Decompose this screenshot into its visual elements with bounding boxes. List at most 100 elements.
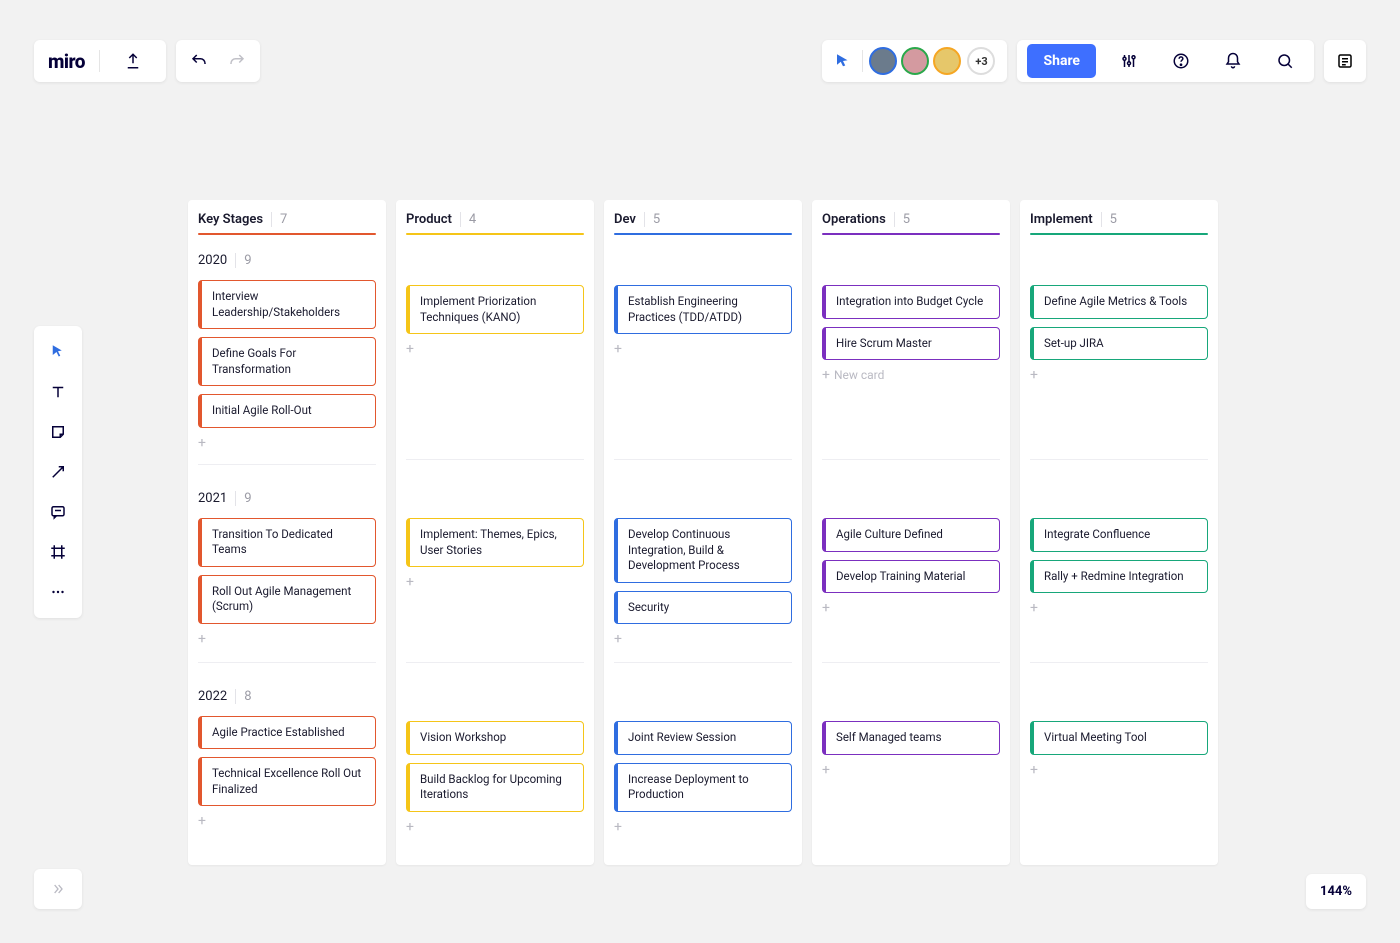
kanban-card[interactable]: Define Goals For Transformation <box>198 337 376 386</box>
kanban-column: Dev5Establish Engineering Practices (TDD… <box>604 200 802 865</box>
lane-year: 2022 <box>198 689 227 704</box>
tool-palette <box>34 326 82 618</box>
add-card-button[interactable]: + <box>614 632 792 646</box>
avatar-overflow[interactable]: +3 <box>967 47 995 75</box>
kanban-card[interactable]: Rally + Redmine Integration <box>1030 560 1208 594</box>
kanban-card[interactable]: Agile Practice Established <box>198 716 376 750</box>
kanban-card[interactable]: Vision Workshop <box>406 721 584 755</box>
kanban-column: Product4Implement Priorization Technique… <box>396 200 594 865</box>
add-card-button[interactable]: + <box>614 820 792 834</box>
add-card-button[interactable]: + <box>1030 368 1208 382</box>
kanban-card[interactable]: Security <box>614 591 792 625</box>
kanban-card[interactable]: Build Backlog for Upcoming Iterations <box>406 763 584 812</box>
comment-tool-icon[interactable] <box>36 492 80 532</box>
column-count: 5 <box>894 212 910 227</box>
lane-spacer <box>822 486 1000 506</box>
add-card-label: New card <box>834 368 884 382</box>
app-logo[interactable]: miro <box>48 50 85 73</box>
plus-icon: + <box>406 342 414 356</box>
lane-divider <box>406 459 584 460</box>
lane-block: Define Agile Metrics & Tools Set-up JIRA + <box>1030 285 1208 445</box>
lane-block: Virtual Meeting Tool + <box>1030 721 1208 851</box>
expand-panel-icon[interactable] <box>34 869 82 909</box>
share-button[interactable]: Share <box>1027 44 1096 78</box>
sticky-note-tool-icon[interactable] <box>36 412 80 452</box>
text-tool-icon[interactable] <box>36 372 80 412</box>
redo-icon[interactable] <box>218 42 256 80</box>
plus-icon: + <box>822 763 830 777</box>
search-icon[interactable] <box>1266 42 1304 80</box>
export-icon[interactable] <box>114 42 152 80</box>
kanban-card[interactable]: Develop Continuous Integration, Build & … <box>614 518 792 583</box>
kanban-card[interactable]: Develop Training Material <box>822 560 1000 594</box>
card-list: Agile Practice Established Technical Exce… <box>198 716 376 807</box>
kanban-card[interactable]: Technical Excellence Roll Out Finalized <box>198 757 376 806</box>
settings-icon[interactable] <box>1110 42 1148 80</box>
kanban-card[interactable]: Define Agile Metrics & Tools <box>1030 285 1208 319</box>
lane-spacer <box>1030 689 1208 709</box>
column-accent <box>198 233 376 235</box>
kanban-card[interactable]: Joint Review Session <box>614 721 792 755</box>
kanban-card[interactable]: Transition To Dedicated Teams <box>198 518 376 567</box>
card-list: Virtual Meeting Tool <box>1030 721 1208 755</box>
lane-spacer <box>614 689 792 709</box>
lane-divider <box>198 662 376 663</box>
add-card-button[interactable]: + <box>406 575 584 589</box>
kanban-card[interactable]: Increase Deployment to Production <box>614 763 792 812</box>
lane-year: 2021 <box>198 491 227 506</box>
add-card-button[interactable]: + <box>1030 601 1208 615</box>
card-list: Integrate Confluence Rally + Redmine Inte… <box>1030 518 1208 593</box>
lane-spacer <box>614 486 792 506</box>
add-card-button[interactable]: + New card <box>822 368 1000 382</box>
column-accent <box>1030 233 1208 235</box>
cursor-icon[interactable] <box>834 52 852 70</box>
column-count: 5 <box>1101 212 1117 227</box>
add-card-button[interactable]: + <box>1030 763 1208 777</box>
select-tool-icon[interactable] <box>36 332 80 372</box>
notes-panel-icon[interactable] <box>1324 40 1366 82</box>
add-card-button[interactable]: + <box>406 342 584 356</box>
avatar[interactable] <box>901 47 929 75</box>
lane-block: Interview Leadership/Stakeholders Define … <box>198 280 376 450</box>
card-list: Integration into Budget Cycle Hire Scrum … <box>822 285 1000 360</box>
add-card-button[interactable]: + <box>406 820 584 834</box>
undo-icon[interactable] <box>180 42 218 80</box>
notifications-icon[interactable] <box>1214 42 1252 80</box>
lane-divider <box>1030 662 1208 663</box>
kanban-card[interactable]: Virtual Meeting Tool <box>1030 721 1208 755</box>
kanban-card[interactable]: Hire Scrum Master <box>822 327 1000 361</box>
plus-icon: + <box>822 368 830 382</box>
kanban-card[interactable]: Initial Agile Roll-Out <box>198 394 376 428</box>
column-accent <box>406 233 584 235</box>
add-card-button[interactable]: + <box>198 436 376 450</box>
kanban-card[interactable]: Establish Engineering Practices (TDD/ATD… <box>614 285 792 334</box>
avatar[interactable] <box>869 47 897 75</box>
card-list: Agile Culture Defined Develop Training Ma… <box>822 518 1000 593</box>
avatar[interactable] <box>933 47 961 75</box>
kanban-card[interactable]: Agile Culture Defined <box>822 518 1000 552</box>
frame-tool-icon[interactable] <box>36 532 80 572</box>
kanban-card[interactable]: Roll Out Agile Management (Scrum) <box>198 575 376 624</box>
plus-icon: + <box>822 601 830 615</box>
add-card-button[interactable]: + <box>822 763 1000 777</box>
kanban-card[interactable]: Set-up JIRA <box>1030 327 1208 361</box>
kanban-card[interactable]: Self Managed teams <box>822 721 1000 755</box>
plus-icon: + <box>614 820 622 834</box>
lane-count: 9 <box>235 491 251 506</box>
add-card-button[interactable]: + <box>614 342 792 356</box>
kanban-card[interactable]: Integrate Confluence <box>1030 518 1208 552</box>
kanban-card[interactable]: Implement: Themes, Epics, User Stories <box>406 518 584 567</box>
lane-spacer <box>406 253 584 273</box>
zoom-level[interactable]: 144% <box>1306 874 1366 909</box>
add-card-button[interactable]: + <box>822 601 1000 615</box>
help-icon[interactable] <box>1162 42 1200 80</box>
arrow-tool-icon[interactable] <box>36 452 80 492</box>
add-card-button[interactable]: + <box>198 632 376 646</box>
kanban-card[interactable]: Integration into Budget Cycle <box>822 285 1000 319</box>
kanban-card[interactable]: Interview Leadership/Stakeholders <box>198 280 376 329</box>
more-tools-icon[interactable] <box>36 572 80 612</box>
lane-divider <box>1030 459 1208 460</box>
add-card-button[interactable]: + <box>198 814 376 828</box>
kanban-card[interactable]: Implement Priorization Techniques (KANO) <box>406 285 584 334</box>
lane-block: Vision Workshop Build Backlog for Upcomin… <box>406 721 584 851</box>
